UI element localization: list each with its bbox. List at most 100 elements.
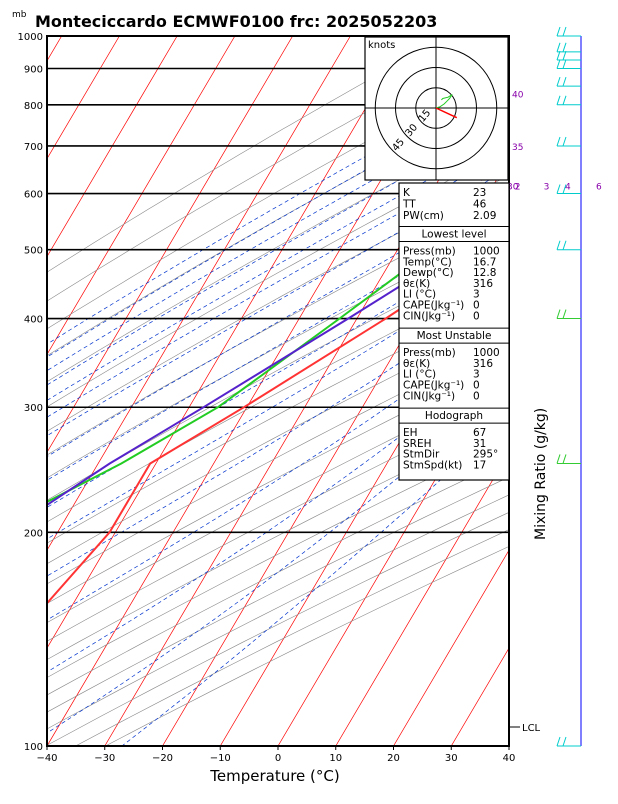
wind-barb-flag — [563, 310, 566, 319]
dry-adiabat-line — [0, 36, 618, 746]
temperature-tick-label: 0 — [275, 753, 281, 764]
profiles — [0, 36, 618, 746]
lowest-level-value: 0 — [473, 310, 480, 322]
pressure-tick-label: 300 — [24, 403, 43, 414]
dry-adiabat-line — [0, 36, 618, 746]
wind-barb-flag — [563, 454, 566, 463]
most-unstable-heading: Most Unstable — [417, 330, 492, 342]
wind-barb-flag — [563, 51, 566, 60]
dry-adiabat-line — [46, 36, 618, 746]
dry-adiabat-line — [0, 36, 618, 746]
lcl-label: LCL — [522, 723, 541, 734]
unit-label: mb — [12, 10, 27, 20]
dry-adiabat-line — [0, 36, 618, 746]
dry-adiabat-line — [0, 36, 618, 746]
temperature-tick-label: 30 — [445, 753, 458, 764]
index-key: K — [403, 187, 411, 199]
dry-adiabat-line — [0, 36, 618, 746]
wind-barb-flag — [557, 454, 560, 463]
isotherm-label: 35 — [512, 143, 523, 153]
pressure-tick-label: 600 — [24, 190, 43, 201]
dry-adiabat-line — [0, 36, 618, 746]
hodograph-params-value: 17 — [473, 460, 486, 472]
wind-barb-flag — [557, 137, 560, 146]
pressure-tick-label: 400 — [24, 315, 43, 326]
dry-adiabat-line — [0, 36, 618, 746]
moist-adiabat-line — [0, 36, 618, 746]
dry-adiabat-line — [0, 36, 618, 746]
mixing-ratio-axis-label: Mixing Ratio (g/kg) — [533, 408, 549, 540]
wind-barb-flag — [557, 241, 560, 250]
moist-adiabat-line — [0, 36, 618, 746]
moist-adiabat-line — [0, 36, 618, 746]
index-value: 2.09 — [473, 210, 496, 222]
wind-barb-flag — [557, 185, 560, 194]
hodograph-params-heading: Hodograph — [425, 410, 483, 422]
wind-barb-flag — [557, 51, 560, 60]
wind-barb-flag — [557, 43, 560, 52]
index-value: 23 — [473, 187, 486, 199]
wind-barb-flag — [563, 77, 566, 86]
wind-barb-flag — [563, 43, 566, 52]
most-unstable-value: 0 — [473, 390, 480, 402]
moist-adiabat-line — [0, 36, 618, 746]
moist-adiabat-line — [0, 36, 618, 746]
lowest-level-key: CIN(Jkg⁻¹) — [403, 310, 455, 322]
wind-barb-flag — [563, 137, 566, 146]
mixing-ratio-label: 6 — [596, 183, 602, 193]
dry-adiabat-line — [0, 36, 618, 746]
pressure-tick-label: 500 — [24, 246, 43, 257]
mixing-ratio-label: 4 — [565, 183, 571, 193]
dry-adiabat-line — [0, 36, 618, 746]
dry-adiabat-line — [0, 36, 618, 746]
moist-adiabat-line — [0, 36, 618, 746]
pressure-tick-label: 200 — [24, 528, 43, 539]
hodograph-params-key: StmSpd(kt) — [403, 460, 462, 472]
mixing-ratio-line — [599, 36, 618, 194]
isotherm-label: 40 — [512, 90, 524, 100]
wind-barb-flag — [557, 96, 560, 105]
temperature-tick-label: −20 — [152, 753, 173, 764]
temperature-tick-label: −10 — [210, 753, 231, 764]
x-axis-label: Temperature (°C) — [209, 767, 339, 785]
mixing-ratio-label: 3 — [544, 183, 550, 193]
pressure-tick-label: 100 — [24, 742, 43, 753]
temperature-tick-label: −30 — [94, 753, 115, 764]
pressure-tick-label: 700 — [24, 142, 43, 153]
most-unstable-key: CIN(Jkg⁻¹) — [403, 390, 455, 402]
temperature-tick-label: 20 — [387, 753, 400, 764]
wind-barb-flag — [557, 59, 560, 68]
wind-barbs — [557, 27, 581, 746]
isotherm-line — [0, 36, 119, 746]
moist-adiabat-line — [0, 36, 618, 746]
isotherm-line — [0, 36, 4, 746]
index-key: PW(cm) — [403, 210, 444, 222]
wind-barb-flag — [557, 310, 560, 319]
dewpoint-profile — [0, 36, 618, 746]
wind-barb-flag — [563, 59, 566, 68]
moist-adiabat-line — [0, 36, 618, 746]
pressure-tick-label: 1000 — [18, 32, 43, 43]
plot-grid — [0, 36, 618, 746]
wind-barb-flag — [557, 737, 560, 746]
wind-barb-flag — [563, 96, 566, 105]
index-value: 46 — [473, 199, 487, 211]
dry-adiabat-line — [0, 36, 618, 746]
chart-title: Monteciccardo ECMWF0100 frc: 2025052203 — [35, 12, 437, 31]
parcel-profile — [0, 36, 618, 746]
pressure-tick-label: 900 — [24, 64, 43, 75]
dry-adiabat-line — [0, 36, 618, 746]
dry-adiabat-line — [0, 36, 618, 746]
dry-adiabat-line — [0, 36, 618, 746]
isotherm-line — [509, 36, 618, 746]
wind-barb-flag — [557, 77, 560, 86]
temperature-tick-label: −40 — [36, 753, 57, 764]
wind-barb-flag — [563, 737, 566, 746]
moist-adiabat-line — [0, 36, 618, 746]
moist-adiabat-line — [0, 36, 618, 746]
temperature-tick-label: 10 — [329, 753, 342, 764]
